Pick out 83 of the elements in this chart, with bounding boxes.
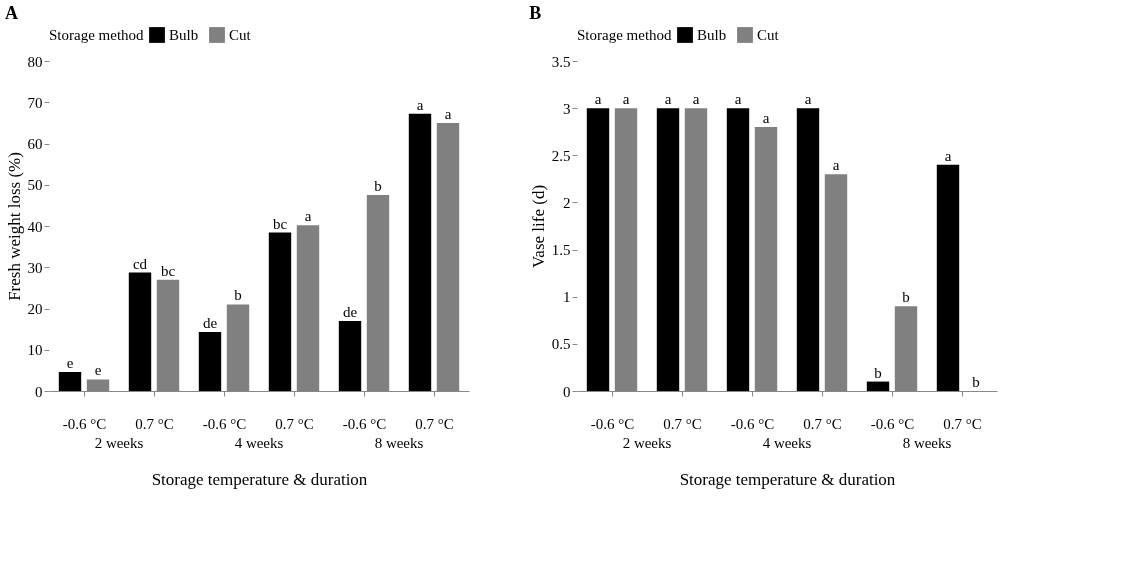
x-tick-label: -0.6 °C bbox=[342, 415, 387, 432]
text: 8 weeks bbox=[374, 435, 424, 451]
y-tick-label: 2 bbox=[563, 194, 571, 211]
data-label: b bbox=[374, 178, 382, 195]
data-label: cd bbox=[132, 255, 148, 272]
bar bbox=[338, 320, 362, 391]
legend-label: Bulb bbox=[697, 27, 727, 43]
x-tick-label: 0.7 °C bbox=[803, 415, 842, 432]
y-tick-label: 80 bbox=[27, 53, 43, 70]
data-label: bc bbox=[272, 215, 288, 232]
x-tick-label: 0.7 °C bbox=[663, 415, 702, 432]
x-tick-label: 0.7 °C bbox=[943, 415, 982, 432]
y-axis-title: Vase life (d) bbox=[528, 184, 548, 269]
y-tick-label: 1 bbox=[563, 289, 571, 306]
data-label: e bbox=[66, 355, 74, 372]
data-label: b bbox=[234, 287, 242, 304]
data-label: b bbox=[874, 364, 882, 381]
chart-title: A bbox=[5, 3, 18, 23]
bar bbox=[58, 372, 82, 391]
data-label: b bbox=[972, 374, 980, 390]
bar bbox=[726, 108, 750, 391]
bar bbox=[796, 108, 820, 391]
x-tick-label: 0.7 °C bbox=[415, 415, 454, 432]
data-label: a bbox=[444, 105, 452, 122]
text: 2 weeks bbox=[94, 435, 144, 451]
bar bbox=[268, 232, 292, 391]
data-label: a bbox=[622, 91, 630, 108]
x-tick-label: -0.6 °C bbox=[202, 415, 247, 432]
y-tick-label: 3.5 bbox=[551, 53, 571, 70]
data-label: a bbox=[734, 91, 742, 108]
y-tick-label: 0.5 bbox=[551, 336, 571, 353]
legend-label: Cut bbox=[229, 27, 252, 43]
x-tick-label: -0.6 °C bbox=[62, 415, 107, 432]
data-label: a bbox=[944, 147, 952, 164]
x-tick-label: 0.7 °C bbox=[275, 415, 314, 432]
bar bbox=[936, 164, 960, 391]
data-label: a bbox=[762, 110, 770, 126]
text: 2 weeks bbox=[622, 435, 672, 451]
y-tick-label: 40 bbox=[27, 218, 43, 235]
data-label: de bbox=[202, 315, 218, 332]
y-tick-label: 20 bbox=[27, 301, 43, 317]
data-label: a bbox=[804, 91, 812, 108]
data-label: e bbox=[94, 362, 102, 379]
bar bbox=[408, 113, 432, 391]
legend-title: Storage method bbox=[49, 27, 145, 43]
data-label: a bbox=[832, 157, 840, 174]
data-label: a bbox=[692, 91, 700, 108]
x-tick-label: -0.6 °C bbox=[730, 415, 775, 432]
bar bbox=[128, 272, 152, 391]
bar bbox=[586, 108, 610, 391]
y-tick-label: 2.5 bbox=[551, 147, 571, 164]
bar bbox=[656, 108, 680, 391]
y-tick-label: 10 bbox=[27, 342, 43, 359]
text: 8 weeks bbox=[902, 435, 952, 451]
y-tick-label: 3 bbox=[563, 100, 571, 117]
data-label: a bbox=[416, 96, 424, 113]
y-tick-label: 30 bbox=[27, 259, 43, 276]
y-axis-title: Fresh weight loss (%) bbox=[4, 152, 24, 301]
data-label: b bbox=[902, 289, 910, 306]
legend-label: Bulb bbox=[169, 27, 199, 43]
x-tick-label: 0.7 °C bbox=[135, 415, 174, 432]
data-label: de bbox=[342, 303, 358, 320]
bar bbox=[866, 381, 890, 391]
x-tick-label: -0.6 °C bbox=[590, 415, 635, 432]
bar bbox=[198, 332, 222, 391]
data-label: a bbox=[304, 208, 312, 225]
y-tick-label: 70 bbox=[27, 94, 43, 111]
data-label: a bbox=[594, 91, 602, 108]
text: 4 weeks bbox=[234, 435, 284, 451]
chart-title: B bbox=[529, 3, 542, 23]
y-tick-label: 0 bbox=[35, 383, 43, 400]
legend-title: Storage method bbox=[577, 27, 673, 43]
x-axis-title: Storage temperature & duration bbox=[679, 469, 896, 489]
legend-label: Cut bbox=[757, 27, 780, 43]
x-tick-label: -0.6 °C bbox=[870, 415, 915, 432]
data-label: bc bbox=[160, 262, 176, 279]
text: 4 weeks bbox=[762, 435, 812, 451]
y-tick-label: 0 bbox=[563, 383, 571, 400]
data-label: a bbox=[664, 91, 672, 108]
y-tick-label: 60 bbox=[27, 136, 43, 152]
x-axis-title: Storage temperature & duration bbox=[151, 469, 368, 489]
y-tick-label: 50 bbox=[27, 177, 43, 194]
y-tick-label: 1.5 bbox=[551, 242, 571, 259]
